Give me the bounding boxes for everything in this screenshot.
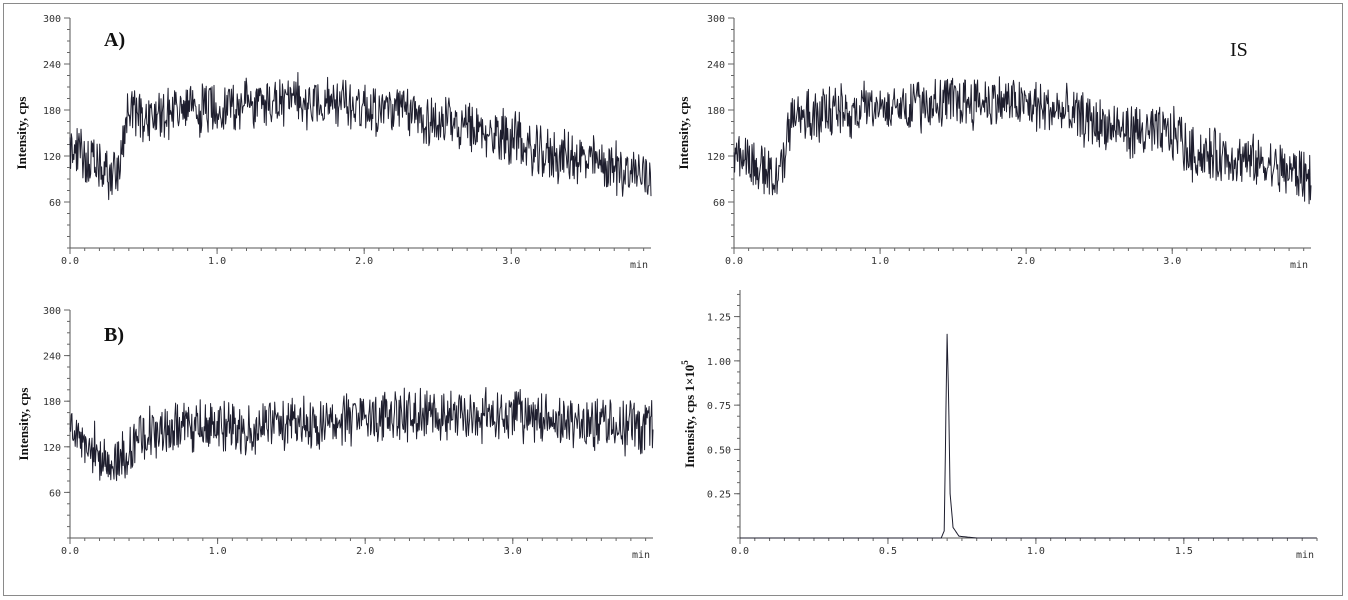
y-axis-label-text: Intensity, cps	[14, 97, 29, 170]
x-tick-label: 2.0	[355, 256, 373, 267]
y-tick-label: 0.75	[707, 401, 731, 412]
y-tick-label: 240	[43, 60, 61, 71]
y-tick-label: 0.50	[707, 445, 731, 456]
chart-b-intensity: 0.0 1.0 2.0 3.0 min 60 120 180 240 300 Intensity, …	[16, 306, 654, 561]
x-unit-label: min	[1290, 260, 1308, 271]
panel-annotation: IS	[1230, 39, 1248, 61]
y-tick-label: 120	[707, 152, 725, 163]
y-tick-label: 1.00	[707, 357, 731, 368]
y-tick-label: 1.25	[707, 313, 731, 324]
x-unit-label: min	[630, 260, 648, 271]
chart-is-intensity: 0.0 1.0 2.0 3.0 min 60 120 180 240 300 Intensity, …	[676, 14, 1312, 271]
y-axis-label-exponent: 5	[680, 360, 690, 365]
y-axis-label: Intensity, cps	[676, 97, 691, 170]
y-axis-label: Intensity, cps	[14, 97, 29, 170]
y-tick-label: 0.25	[707, 490, 731, 501]
series-trace	[740, 333, 1317, 539]
x-tick-label: 0.0	[61, 546, 79, 557]
y-tick-label: 120	[43, 443, 61, 454]
y-tick-label: 300	[707, 14, 725, 25]
y-tick-label: 60	[713, 198, 725, 209]
y-tick-label: 180	[43, 397, 61, 408]
x-unit-label: min	[632, 550, 650, 561]
x-tick-label: 0.0	[725, 256, 743, 267]
y-axis-label: Intensity, cps 1×105	[680, 360, 697, 468]
x-tick-label: 1.0	[1027, 546, 1045, 557]
x-tick-label: 0.0	[61, 256, 79, 267]
x-tick-label: 2.0	[356, 546, 374, 557]
x-tick-label: 3.0	[502, 256, 520, 267]
x-tick-label: 0.5	[879, 546, 897, 557]
y-tick-label: 240	[707, 60, 725, 71]
series-trace	[69, 387, 654, 482]
x-tick-label: 2.0	[1017, 256, 1035, 267]
y-axis-label-text: Intensity, cps	[676, 97, 691, 170]
y-tick-label: 60	[49, 198, 61, 209]
x-tick-label: 1.5	[1175, 546, 1193, 557]
y-tick-label: 180	[43, 106, 61, 117]
panel-label: B)	[104, 324, 124, 346]
series-trace	[733, 76, 1312, 205]
y-tick-label: 60	[49, 488, 61, 499]
y-tick-label: 180	[707, 106, 725, 117]
y-axis-label-text: Intensity, cps	[16, 388, 31, 461]
x-tick-label: 0.0	[731, 546, 749, 557]
y-axis-label: Intensity, cps	[16, 388, 31, 461]
y-tick-label: 120	[43, 152, 61, 163]
y-tick-label: 300	[43, 306, 61, 317]
chart-is-peak-intensity: 0.0 0.5 1.0 1.5 min 0.25 0.50 0.75 1.00 1.25 Inten…	[680, 290, 1318, 561]
series-trace	[69, 72, 652, 201]
panel-label: A)	[104, 29, 125, 51]
chart-a-intensity: 0.0 1.0 2.0 3.0 min 60 120 180 240 300 Intensity, …	[14, 14, 652, 271]
x-tick-label: 1.0	[208, 256, 226, 267]
y-axis-label-text: Intensity, cps 1×10	[682, 365, 697, 468]
x-tick-label: 1.0	[209, 546, 227, 557]
y-tick-label: 300	[43, 14, 61, 25]
x-tick-label: 3.0	[504, 546, 522, 557]
x-tick-label: 1.0	[871, 256, 889, 267]
x-tick-label: 3.0	[1163, 256, 1181, 267]
x-unit-label: min	[1296, 550, 1314, 561]
y-tick-label: 240	[43, 352, 61, 363]
